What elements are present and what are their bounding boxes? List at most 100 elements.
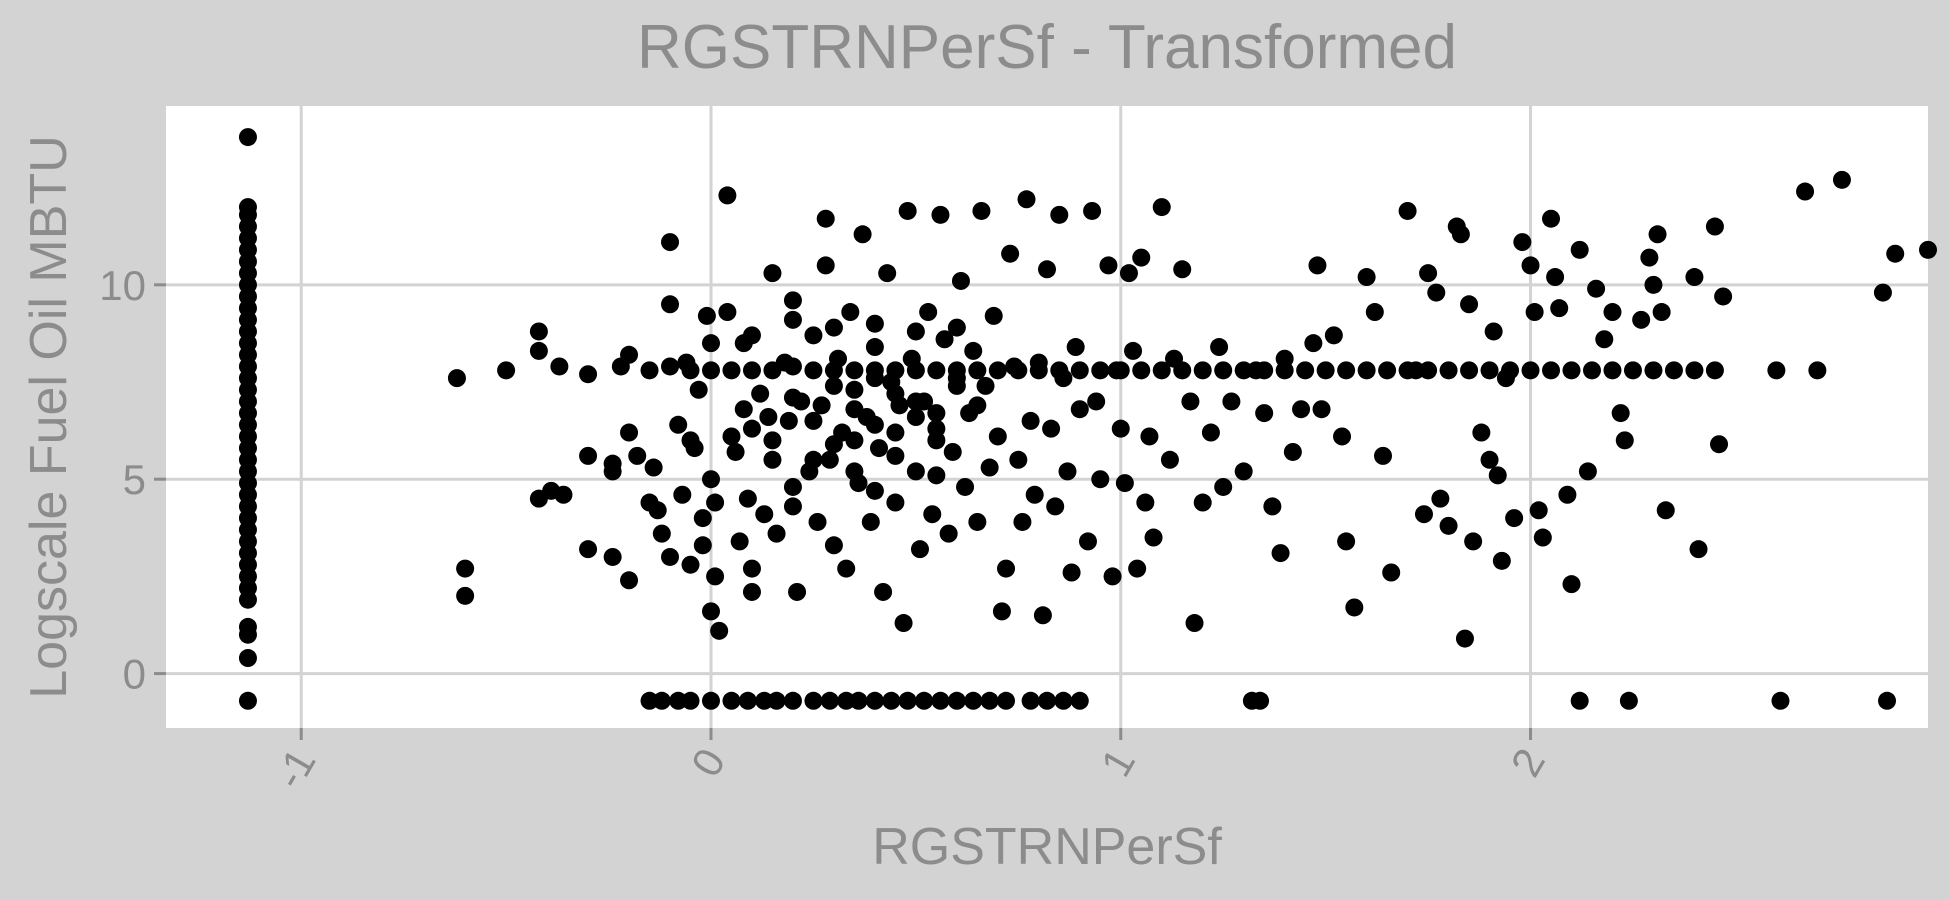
data-point <box>947 361 966 380</box>
data-point <box>1173 260 1192 279</box>
data-point <box>923 505 942 524</box>
data-point <box>1771 691 1790 710</box>
data-point <box>964 341 983 360</box>
data-point <box>997 691 1016 710</box>
data-point <box>1345 598 1364 617</box>
data-point <box>915 691 934 710</box>
plot-panel <box>166 106 1928 728</box>
data-point <box>1214 477 1233 496</box>
x-tick-label: 1 <box>1092 741 1144 785</box>
data-point <box>1873 283 1892 302</box>
data-point <box>931 205 950 224</box>
data-point <box>1181 392 1200 411</box>
data-point <box>1542 209 1561 228</box>
data-point <box>927 404 946 423</box>
data-point <box>1132 361 1151 380</box>
data-point <box>972 201 991 220</box>
data-point <box>1562 361 1581 380</box>
data-point <box>1472 423 1491 442</box>
data-point <box>824 361 843 380</box>
data-point <box>701 334 720 353</box>
data-point <box>1111 419 1130 438</box>
data-point <box>742 326 761 345</box>
data-point <box>1091 470 1110 489</box>
data-point <box>730 532 749 551</box>
data-point <box>997 559 1016 578</box>
data-point <box>804 326 823 345</box>
data-point <box>1152 361 1171 380</box>
data-point <box>968 396 987 415</box>
data-point <box>763 264 782 283</box>
data-point <box>1796 182 1815 201</box>
data-point <box>628 446 647 465</box>
data-point <box>706 493 725 512</box>
data-point <box>1582 361 1601 380</box>
data-point <box>1603 361 1622 380</box>
data-point <box>849 691 868 710</box>
data-point <box>701 361 720 380</box>
data-point <box>865 338 884 357</box>
data-point <box>783 691 802 710</box>
data-point <box>1546 268 1565 287</box>
data-point <box>1558 485 1577 504</box>
data-point <box>783 388 802 407</box>
data-point <box>1001 244 1020 263</box>
data-point <box>1501 361 1520 380</box>
data-point <box>1611 404 1630 423</box>
data-point <box>1128 559 1147 578</box>
data-point <box>1025 485 1044 504</box>
data-point <box>865 481 884 500</box>
data-point <box>898 691 917 710</box>
data-point <box>742 361 761 380</box>
data-point <box>845 431 864 450</box>
data-point <box>1009 361 1028 380</box>
x-tick-label: 2 <box>1502 741 1554 785</box>
data-point <box>1525 303 1544 322</box>
data-point <box>1038 691 1056 710</box>
data-point <box>529 322 548 341</box>
data-point <box>837 559 856 578</box>
y-tick-label: 0 <box>123 651 146 698</box>
data-point <box>980 691 999 710</box>
data-point <box>1337 532 1356 551</box>
data-point <box>1357 268 1376 287</box>
data-point <box>906 361 925 380</box>
data-point <box>734 400 753 419</box>
chart-title: RGSTRNPerSf - Transformed <box>637 13 1457 82</box>
data-point <box>1685 268 1704 287</box>
data-point <box>755 505 774 524</box>
data-point <box>661 295 680 314</box>
data-point <box>1398 361 1417 380</box>
data-point <box>1119 264 1138 283</box>
data-point <box>1042 419 1061 438</box>
data-point <box>603 547 622 566</box>
data-point <box>1070 691 1089 710</box>
data-point <box>1173 361 1192 380</box>
data-point <box>685 439 704 458</box>
data-point <box>1480 450 1499 469</box>
data-point <box>661 233 680 252</box>
data-point <box>1513 233 1532 252</box>
data-point <box>579 365 598 384</box>
data-point <box>964 691 983 710</box>
data-point <box>968 512 987 531</box>
data-point <box>939 524 958 543</box>
data-point <box>1587 279 1606 298</box>
data-point <box>1374 446 1393 465</box>
data-point <box>1480 361 1499 380</box>
data-point <box>1312 400 1331 419</box>
data-point <box>1021 411 1040 430</box>
data-point <box>1021 691 1040 710</box>
data-point <box>1099 256 1118 275</box>
data-point <box>1710 435 1729 454</box>
data-point <box>738 489 757 508</box>
data-point <box>1111 361 1130 380</box>
data-point <box>1578 462 1597 481</box>
data-point <box>697 306 716 325</box>
data-point <box>1464 532 1483 551</box>
data-point <box>1664 361 1683 380</box>
data-point <box>681 691 700 710</box>
data-point <box>718 303 737 322</box>
